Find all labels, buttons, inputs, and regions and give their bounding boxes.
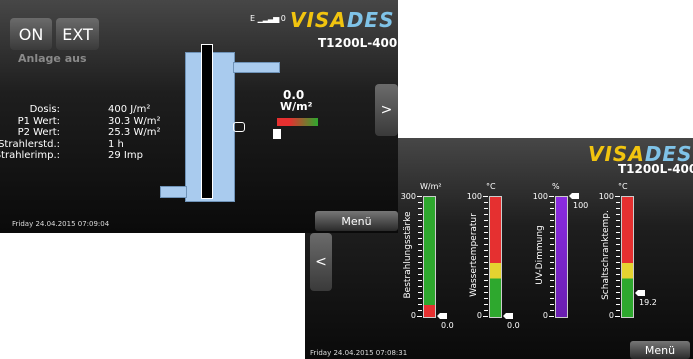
gauge-bar bbox=[489, 196, 502, 318]
scale-label: 0 bbox=[542, 311, 548, 320]
signal-text: 0 bbox=[280, 14, 286, 23]
minor-ticks bbox=[484, 196, 488, 316]
readout-unit: W/m² bbox=[280, 100, 313, 113]
info-label: Dosis: bbox=[29, 104, 60, 115]
gauge-unit: W/m² bbox=[420, 182, 442, 191]
uv-lamp bbox=[201, 44, 213, 199]
screen-gauges: < VISADES T1200L-400 Friday 24.04.2015 0… bbox=[305, 138, 693, 359]
info-label: P1 Wert: bbox=[17, 115, 60, 127]
prev-button[interactable]: < bbox=[310, 233, 332, 291]
sensor bbox=[233, 122, 245, 132]
gauge-pointer bbox=[503, 313, 513, 319]
screen-main: ON EXT Anlage aus E ▁▂▃▅ 0 VISADES T1200… bbox=[0, 0, 398, 233]
signal-text: E bbox=[250, 14, 256, 23]
readout-bar bbox=[277, 118, 318, 126]
tick-mark bbox=[417, 316, 422, 317]
status: Anlage aus bbox=[18, 52, 87, 65]
gauge-value: 0.0 bbox=[507, 321, 520, 330]
scale-label: 0 bbox=[608, 311, 614, 320]
signal-bars: ▁▂▃▅ bbox=[257, 14, 280, 23]
gauge-label: UV-Dimmung bbox=[535, 225, 545, 285]
gauge-value: 100 bbox=[573, 201, 589, 210]
gauge-bar bbox=[621, 196, 634, 318]
readout-value: 0.0 bbox=[283, 88, 305, 102]
gauge-unit: °C bbox=[486, 182, 496, 191]
gauge-pointer bbox=[635, 289, 645, 296]
datetime: Friday 24.04.2015 07:08:31 bbox=[310, 349, 408, 357]
next-button[interactable]: > bbox=[375, 84, 398, 136]
logo-text: DES bbox=[346, 8, 395, 32]
gauge-unit: % bbox=[552, 182, 560, 191]
model: T1200L-400 bbox=[618, 162, 693, 176]
signal: E ▁▂▃▅ 0 bbox=[250, 14, 286, 23]
minor-ticks bbox=[616, 196, 620, 316]
gauge-label: Bestrahlungsstärke bbox=[403, 211, 413, 299]
info-value: 400 J/m² bbox=[108, 104, 151, 115]
info-value: 29 Imp bbox=[108, 150, 143, 161]
scale-label: 100 bbox=[532, 192, 548, 201]
menu-button[interactable]: Menü bbox=[630, 341, 690, 359]
gauge-bar bbox=[555, 196, 568, 318]
ext-button[interactable]: EXT bbox=[56, 18, 99, 50]
readout-pointer bbox=[273, 129, 281, 139]
gauge-bar bbox=[423, 196, 436, 318]
info-label: Strahlerstd.: bbox=[0, 138, 60, 150]
logo-text: VISA bbox=[588, 142, 645, 166]
gauge-pointer bbox=[437, 313, 447, 319]
info-value: 1 h bbox=[108, 138, 124, 150]
model: T1200L-400 bbox=[318, 36, 398, 50]
datetime: Friday 24.04.2015 07:09:04 bbox=[12, 220, 110, 228]
gauge-pointer bbox=[569, 193, 579, 199]
scale-label: 0 bbox=[476, 311, 482, 320]
info-label: Strahlerimp.: bbox=[0, 150, 60, 161]
menu-button[interactable]: Menü bbox=[315, 211, 398, 231]
minor-ticks bbox=[550, 196, 554, 316]
logo-text: VISA bbox=[290, 8, 347, 32]
inlet-pipe bbox=[160, 186, 187, 198]
gauge-unit: °C bbox=[618, 182, 628, 191]
on-button[interactable]: ON bbox=[10, 18, 52, 50]
info-label: P2 Wert: bbox=[17, 127, 60, 138]
info-value: 30.3 W/m² bbox=[108, 115, 161, 127]
tick-mark bbox=[483, 316, 488, 317]
scale-label: 0 bbox=[410, 311, 416, 320]
outlet-pipe bbox=[233, 62, 280, 73]
minor-ticks bbox=[418, 196, 422, 316]
tick-mark bbox=[615, 316, 620, 317]
scale-label: 100 bbox=[466, 192, 482, 201]
scale-label: 100 bbox=[598, 192, 614, 201]
gauge-label: Schaltschranktemp. bbox=[601, 210, 611, 300]
logo: VISADES bbox=[290, 8, 394, 32]
logo: VISADES bbox=[588, 142, 692, 166]
gauge-value: 19.2 bbox=[639, 297, 657, 307]
tick-mark bbox=[549, 316, 554, 317]
scale-label: 300 bbox=[400, 192, 416, 201]
info-value: 25.3 W/m² bbox=[108, 127, 161, 138]
logo-text: DES bbox=[644, 142, 693, 166]
gauge-value: 0.0 bbox=[441, 321, 454, 330]
gauge-label: Wassertemperatur bbox=[469, 213, 479, 297]
